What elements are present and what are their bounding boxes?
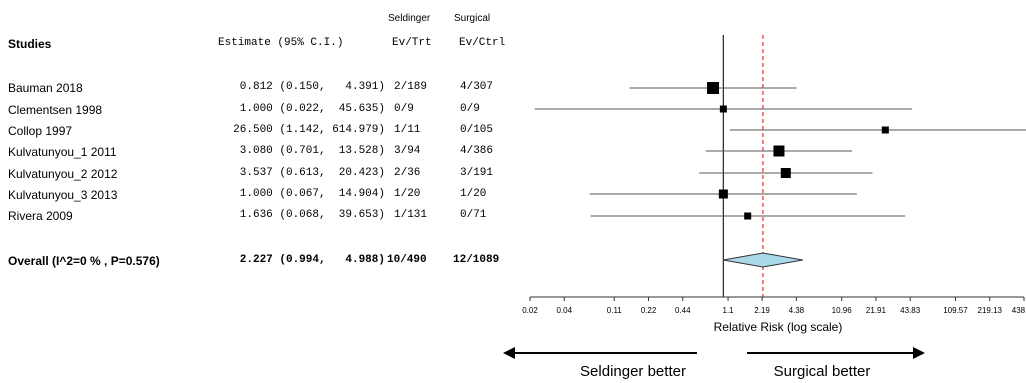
study-estimate: 3.537 (0.613, 20.423) — [239, 167, 385, 179]
study-estimate: 1.000 (0.067, 14.904) — [239, 188, 385, 200]
study-ev-ctrl: 0/9 — [460, 103, 480, 115]
study-name: Collop 1997 — [8, 124, 73, 138]
studies-header: Studies — [8, 37, 52, 51]
x-tick-label: 10.96 — [832, 306, 853, 315]
study-estimate: 26.500 (1.142, 614.979) — [233, 124, 385, 136]
x-axis-label: Relative Risk (log scale) — [714, 320, 843, 334]
study-ev-trt: 1/20 — [394, 188, 421, 200]
overall-ev-ctrl: 12/1089 — [453, 254, 500, 266]
overall-label: Overall (I^2=0 % , P=0.576) — [8, 254, 160, 268]
group-label-seldinger: Seldinger — [388, 13, 431, 24]
overall-ev-trt: 10/490 — [387, 254, 427, 266]
x-tick-label: 0.02 — [522, 306, 538, 315]
overall-estimate: 2.227 (0.994, 4.988) — [239, 254, 385, 266]
study-ev-ctrl: 0/105 — [460, 124, 494, 136]
group-label-surgical: Surgical — [454, 13, 491, 24]
x-tick-label: 0.11 — [607, 306, 623, 315]
x-tick-label: 438.26 — [1012, 306, 1026, 315]
study-ev-trt: 2/36 — [394, 167, 421, 179]
study-name: Kulvatunyou_3 2013 — [8, 188, 118, 202]
study-ev-ctrl: 1/20 — [460, 188, 487, 200]
study-marker — [881, 126, 889, 134]
surgical-better-label: Surgical better — [774, 363, 871, 380]
study-ev-ctrl: 4/386 — [460, 145, 494, 157]
x-tick-label: 1.1 — [723, 306, 735, 315]
study-ev-trt: 3/94 — [394, 145, 421, 157]
x-tick-label: 4.38 — [789, 306, 805, 315]
study-ev-ctrl: 0/71 — [460, 209, 487, 221]
study-ev-trt: 0/9 — [394, 103, 414, 115]
x-tick-label: 2.19 — [754, 306, 770, 315]
study-estimate: 0.812 (0.150, 4.391) — [239, 81, 385, 93]
study-name: Bauman 2018 — [8, 81, 83, 95]
study-name: Rivera 2009 — [8, 209, 73, 223]
study-marker — [707, 82, 720, 94]
pooled-diamond — [722, 252, 803, 268]
seldinger-better-label: Seldinger better — [580, 363, 686, 380]
study-name: Kulvatunyou_1 2011 — [8, 145, 117, 159]
study-ev-ctrl: 3/191 — [460, 167, 494, 179]
x-tick-label: 21.91 — [866, 306, 887, 315]
study-name: Clementsen 1998 — [8, 103, 103, 117]
study-estimate: 3.080 (0.701, 13.528) — [239, 145, 385, 157]
estimate-header: Estimate (95% C.I.) — [218, 37, 344, 49]
left-arrow-icon — [503, 347, 515, 359]
x-tick-label: 219.13 — [978, 306, 1003, 315]
study-ev-trt: 1/11 — [394, 124, 421, 136]
study-ev-ctrl: 4/307 — [460, 81, 494, 93]
study-ev-trt: 2/189 — [394, 81, 428, 93]
study-marker — [719, 105, 727, 113]
x-tick-label: 0.44 — [675, 306, 691, 315]
study-marker — [718, 189, 728, 199]
x-tick-label: 43.83 — [900, 306, 921, 315]
study-marker — [773, 145, 785, 157]
study-estimate: 1.636 (0.068, 39.653) — [239, 209, 385, 221]
study-ev-trt: 1/131 — [394, 209, 428, 221]
study-marker — [780, 168, 791, 178]
ev-ctrl-header: Ev/Ctrl — [459, 37, 506, 49]
right-arrow-icon — [913, 347, 925, 359]
study-estimate: 1.000 (0.022, 45.635) — [239, 103, 385, 115]
ev-trt-header: Ev/Trt — [392, 37, 432, 49]
study-marker — [744, 212, 752, 220]
study-name: Kulvatunyou_2 2012 — [8, 167, 118, 181]
x-tick-label: 0.04 — [556, 306, 572, 315]
x-tick-label: 109.57 — [943, 306, 968, 315]
x-tick-label: 0.22 — [641, 306, 657, 315]
